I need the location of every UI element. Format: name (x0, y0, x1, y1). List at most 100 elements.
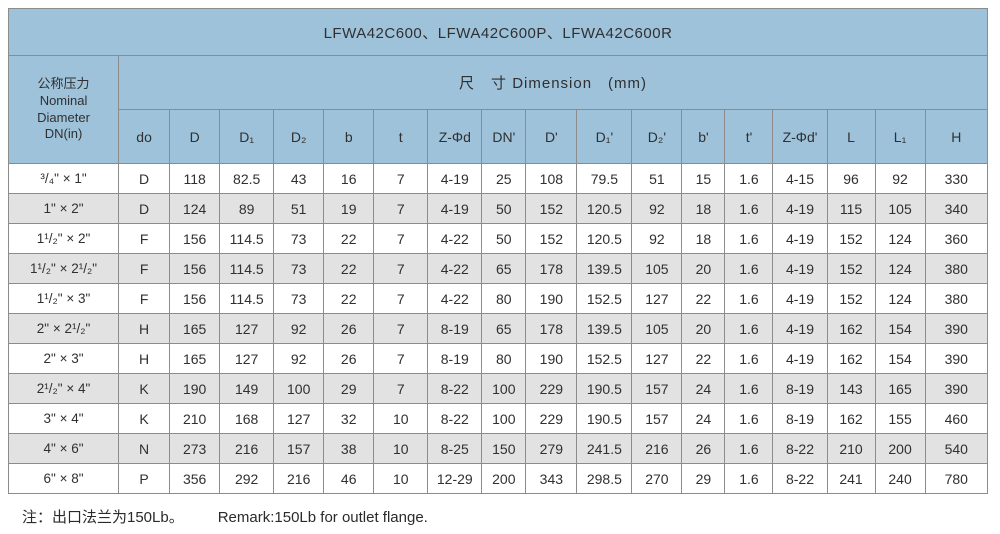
value-cell: 298.5 (576, 463, 633, 494)
value-cell: 1.6 (724, 433, 774, 464)
table-body: ³/₄" × 1" D 118 82.5 43 16 7 4-19 25 108 79.5 51 15 1… (7, 163, 989, 494)
column-header: Z-Φd (427, 109, 483, 164)
column-header: D₁' (576, 109, 633, 164)
size-cell: 3" × 4" (7, 403, 120, 434)
value-cell: 162 (826, 313, 876, 344)
value-cell: 4-15 (772, 163, 828, 194)
value-cell: 270 (631, 463, 683, 494)
group-header-row: 公称压力 Nominal Diameter DN(in) 尺 寸 Dimensi… (7, 55, 988, 164)
value-cell: 168 (219, 403, 275, 434)
value-cell: 1.6 (724, 283, 774, 314)
value-cell: 165 (874, 373, 926, 404)
value-cell: 7 (373, 283, 429, 314)
value-cell: 4-19 (772, 343, 828, 374)
size-cell: 2¹/₂" × 4" (7, 373, 120, 404)
value-cell: 8-19 (427, 313, 483, 344)
table-row: 1¹/₂" × 2¹/₂" F 156 114.5 73 22 7 4-22 65 178 139.… (7, 253, 989, 284)
value-cell: 356 (169, 463, 221, 494)
value-cell: 65 (481, 313, 527, 344)
value-cell: 380 (924, 283, 989, 314)
value-cell: 7 (373, 223, 429, 254)
value-cell: 241 (826, 463, 876, 494)
value-cell: 29 (681, 463, 726, 494)
table-row: 1" × 2" D 124 89 51 19 7 4-19 50 152 120.5 92 18 1.6 4… (7, 193, 989, 224)
value-cell: 127 (631, 283, 683, 314)
size-cell: 2" × 2¹/₂" (7, 313, 120, 344)
value-cell: 4-22 (427, 253, 483, 284)
value-cell: 143 (826, 373, 876, 404)
value-cell: 22 (323, 223, 375, 254)
value-cell: 4-19 (772, 253, 828, 284)
value-cell: 152 (826, 283, 876, 314)
value-cell: 4-19 (772, 223, 828, 254)
table-row: 1¹/₂" × 2" F 156 114.5 73 22 7 4-22 50 152 120.5 92… (7, 223, 989, 254)
value-cell: 7 (373, 373, 429, 404)
value-cell: 4-19 (427, 193, 483, 224)
value-cell: 149 (219, 373, 275, 404)
value-cell: 390 (924, 313, 989, 344)
value-cell: 154 (874, 313, 926, 344)
value-cell: P (118, 463, 171, 494)
value-cell: 273 (169, 433, 221, 464)
value-cell: 8-22 (772, 433, 828, 464)
value-cell: 32 (323, 403, 375, 434)
value-cell: 26 (323, 313, 375, 344)
value-cell: 16 (323, 163, 375, 194)
value-cell: 114.5 (219, 283, 275, 314)
value-cell: 1.6 (724, 193, 774, 224)
value-cell: 120.5 (576, 223, 633, 254)
column-header: D (169, 109, 221, 164)
value-cell: 178 (525, 313, 578, 344)
nominal-diameter-header: 公称压力 Nominal Diameter DN(in) (7, 55, 120, 164)
model-title: LFWA42C600、LFWA42C600P、LFWA42C600R (8, 8, 988, 56)
value-cell: 210 (826, 433, 876, 464)
value-cell: 92 (631, 223, 683, 254)
value-cell: 79.5 (576, 163, 633, 194)
table-row: 4" × 6" N 273 216 157 38 10 8-25 150 279 241.5 216 2… (7, 433, 989, 464)
value-cell: 22 (681, 283, 726, 314)
table-head: LFWA42C600、LFWA42C600P、LFWA42C600R 公称压力 … (7, 8, 989, 164)
value-cell: 4-22 (427, 223, 483, 254)
value-cell: 73 (273, 283, 325, 314)
value-cell: 190 (169, 373, 221, 404)
footer-note-cn: 注：出口法兰为150Lb。 (22, 509, 184, 526)
value-cell: 73 (273, 253, 325, 284)
value-cell: 10 (373, 463, 429, 494)
value-cell: 18 (681, 223, 726, 254)
value-cell: 18 (681, 193, 726, 224)
table-row: 2" × 3" H 165 127 92 26 7 8-19 80 190 152.5 127 22 1.… (7, 343, 989, 374)
value-cell: D (118, 193, 171, 224)
value-cell: 100 (481, 373, 527, 404)
value-cell: 29 (323, 373, 375, 404)
value-cell: 96 (826, 163, 876, 194)
value-cell: 100 (273, 373, 325, 404)
value-cell: 51 (273, 193, 325, 224)
column-header: D₂ (273, 109, 325, 164)
value-cell: 114.5 (219, 253, 275, 284)
value-cell: 92 (874, 163, 926, 194)
column-header: DN' (481, 109, 527, 164)
value-cell: 105 (631, 313, 683, 344)
value-cell: 1.6 (724, 163, 774, 194)
value-cell: 8-22 (427, 373, 483, 404)
value-cell: 1.6 (724, 373, 774, 404)
value-cell: K (118, 373, 171, 404)
table-row: 2" × 2¹/₂" H 165 127 92 26 7 8-19 65 178 139.5 105 2… (7, 313, 989, 344)
value-cell: 8-25 (427, 433, 483, 464)
value-cell: 4-22 (427, 283, 483, 314)
value-cell: 26 (681, 433, 726, 464)
value-cell: 360 (924, 223, 989, 254)
size-cell: ³/₄" × 1" (7, 163, 120, 194)
value-cell: 460 (924, 403, 989, 434)
value-cell: 105 (631, 253, 683, 284)
value-cell: 8-19 (427, 343, 483, 374)
value-cell: 92 (631, 193, 683, 224)
value-cell: 165 (169, 313, 221, 344)
value-cell: 46 (323, 463, 375, 494)
value-cell: 7 (373, 163, 429, 194)
table-row: 6" × 8" P 356 292 216 46 10 12-29 200 343 298.5 270… (7, 463, 989, 494)
value-cell: 124 (874, 283, 926, 314)
value-cell: 22 (323, 253, 375, 284)
value-cell: F (118, 223, 171, 254)
dimension-header: 尺 寸 Dimension (mm) (118, 55, 988, 110)
